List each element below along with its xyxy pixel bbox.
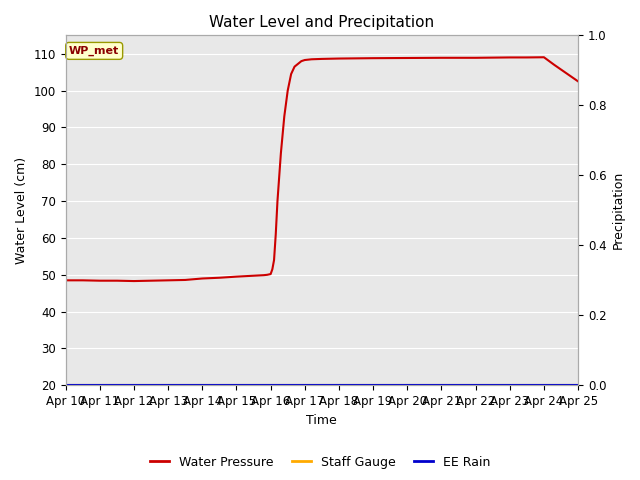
Title: Water Level and Precipitation: Water Level and Precipitation	[209, 15, 435, 30]
X-axis label: Time: Time	[307, 414, 337, 427]
Y-axis label: Water Level (cm): Water Level (cm)	[15, 157, 28, 264]
Legend: Water Pressure, Staff Gauge, EE Rain: Water Pressure, Staff Gauge, EE Rain	[145, 451, 495, 474]
Text: WP_met: WP_met	[69, 46, 119, 56]
Y-axis label: Precipitation: Precipitation	[612, 171, 625, 250]
